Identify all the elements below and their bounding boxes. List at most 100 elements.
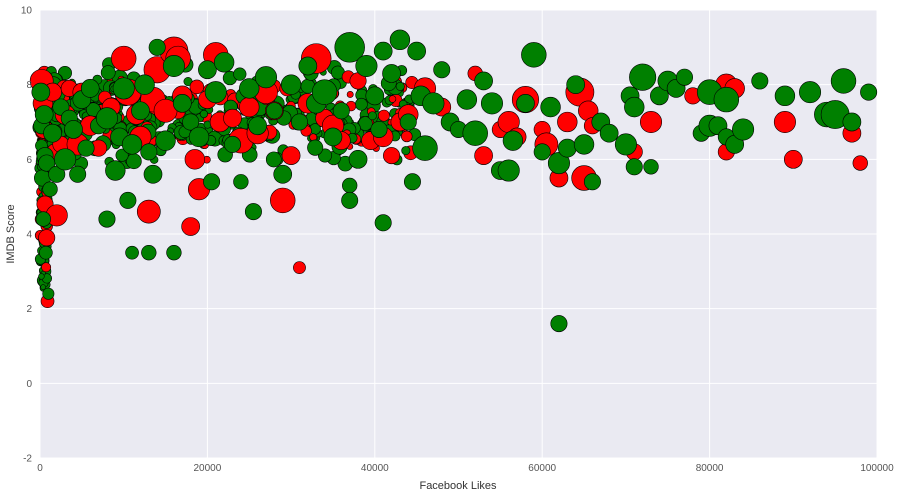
y-axis-label: IMDB Score (5, 204, 17, 263)
green-data-point (38, 273, 45, 280)
green-data-point (342, 177, 358, 194)
data-points (29, 29, 878, 333)
green-data-point (125, 245, 139, 260)
green-data-point (265, 151, 282, 168)
x-axis-label: Facebook Likes (419, 480, 497, 492)
green-data-point (373, 41, 393, 61)
green-data-point (566, 75, 586, 95)
green-data-point (43, 123, 62, 143)
green-data-point (31, 82, 51, 102)
green-data-point (141, 245, 157, 261)
green-data-point (198, 60, 217, 80)
red-data-point (557, 111, 578, 133)
green-data-point (98, 210, 116, 228)
green-data-point (77, 139, 95, 157)
green-data-point (188, 126, 210, 148)
green-data-point (751, 72, 769, 90)
green-data-point (233, 174, 249, 190)
green-data-point (199, 109, 208, 119)
green-data-point (365, 86, 385, 106)
green-data-point (614, 133, 637, 156)
green-data-point (407, 41, 426, 61)
red-data-point (281, 146, 301, 165)
y-tick-label: 6 (26, 155, 32, 166)
green-data-point (713, 86, 740, 113)
green-data-point (265, 102, 283, 120)
green-data-point (64, 120, 83, 139)
red-data-point (346, 91, 354, 98)
green-data-point (348, 149, 368, 169)
green-data-point (131, 101, 150, 121)
green-data-point (625, 158, 643, 176)
green-data-point (332, 102, 350, 120)
green-data-point (842, 112, 862, 132)
x-tick-label: 0 (37, 463, 43, 474)
green-data-point (148, 38, 166, 56)
y-tick-label: 2 (26, 304, 32, 315)
green-data-point (629, 63, 657, 91)
red-data-point (383, 147, 401, 165)
red-data-point (189, 79, 205, 95)
red-data-point (41, 262, 52, 273)
green-data-point (182, 113, 200, 131)
green-data-point (115, 148, 129, 162)
green-data-point (389, 29, 411, 51)
red-data-point (184, 149, 206, 170)
green-data-point (456, 89, 478, 110)
green-data-point (42, 181, 58, 197)
green-data-point (774, 85, 796, 107)
green-data-point (213, 52, 235, 73)
green-data-point (516, 93, 535, 113)
green-data-point (166, 245, 182, 261)
green-data-point (355, 54, 378, 78)
red-data-point (270, 187, 296, 214)
y-tick-label: 0 (26, 379, 32, 390)
red-data-point (783, 149, 803, 169)
green-data-point (395, 81, 405, 91)
green-data-point (599, 123, 619, 143)
green-data-point (121, 134, 143, 155)
x-tick-label: 60000 (528, 463, 556, 474)
green-data-point (497, 159, 520, 182)
green-data-point (112, 77, 135, 100)
green-data-point (355, 97, 368, 111)
green-data-point (521, 42, 547, 68)
green-data-point (162, 54, 185, 78)
green-data-point (540, 96, 561, 118)
red-data-point (377, 109, 390, 122)
green-data-point (280, 74, 302, 95)
x-tick-label: 40000 (361, 463, 389, 474)
green-data-point (119, 191, 137, 209)
y-tick-label: 10 (21, 6, 33, 17)
green-data-point (290, 113, 308, 131)
red-data-point (852, 155, 868, 171)
green-data-point (224, 135, 242, 153)
green-data-point (233, 67, 247, 81)
green-data-point (675, 68, 693, 86)
green-data-point (583, 173, 601, 191)
green-data-point (134, 74, 155, 95)
green-data-point (254, 66, 278, 89)
green-data-point (105, 160, 126, 181)
x-tick-label: 100000 (860, 463, 894, 474)
green-data-point (860, 83, 878, 101)
green-data-point (34, 105, 54, 124)
green-data-point (54, 148, 77, 171)
red-data-point (773, 110, 796, 134)
green-data-point (502, 130, 524, 151)
green-data-point (374, 214, 392, 232)
green-data-point (39, 245, 53, 260)
green-data-point (155, 130, 176, 151)
green-data-point (100, 65, 116, 80)
green-data-point (273, 164, 293, 184)
green-data-point (474, 71, 493, 91)
red-data-point (401, 130, 413, 143)
green-data-point (140, 143, 158, 161)
green-data-point (403, 173, 421, 191)
red-data-point (136, 199, 161, 224)
green-data-point (401, 146, 411, 156)
green-data-point (830, 68, 857, 94)
red-data-point (639, 110, 663, 134)
green-data-point (143, 164, 163, 184)
